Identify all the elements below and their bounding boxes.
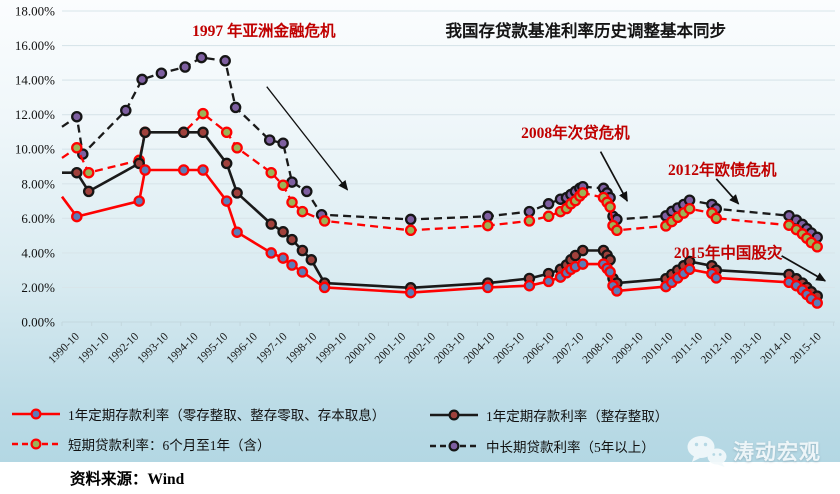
legend-item-shortterm-loan: 短期贷款利率：6个月至1年（含）	[10, 434, 271, 454]
legend-item-deposit-regular: 1年定期存款利率（整存整取）	[428, 405, 668, 425]
svg-text:4.00%: 4.00%	[21, 245, 55, 260]
arrow-2015	[781, 255, 827, 282]
svg-text:1991-10: 1991-10	[76, 330, 112, 366]
svg-text:2010-10: 2010-10	[640, 330, 676, 366]
svg-text:10.00%: 10.00%	[15, 142, 55, 157]
arrow-2012	[715, 178, 740, 205]
svg-text:2009-10: 2009-10	[610, 330, 646, 366]
crisis-2012: 2012年欧债危机	[668, 160, 777, 179]
svg-text:2003-10: 2003-10	[432, 330, 468, 366]
legend-label: 中长期贷款利率（5年以上）	[486, 440, 655, 455]
svg-text:0.00%: 0.00%	[21, 315, 55, 330]
svg-text:1993-10: 1993-10	[135, 330, 171, 366]
svg-text:2001-10: 2001-10	[373, 330, 409, 366]
crisis-1997: 1997 年亚洲金融危机	[192, 21, 336, 40]
svg-text:2005-10: 2005-10	[491, 330, 527, 366]
svg-text:2004-10: 2004-10	[462, 330, 498, 366]
svg-text:2.00%: 2.00%	[21, 280, 55, 295]
series-line-3	[60, 168, 818, 305]
legend-label: 短期贷款利率：6个月至1年（含）	[68, 438, 271, 453]
svg-text:16.00%: 16.00%	[15, 38, 55, 53]
series-markers-3	[71, 164, 823, 309]
svg-text:1998-10: 1998-10	[284, 330, 320, 366]
svg-text:12.00%: 12.00%	[15, 107, 55, 122]
svg-text:1999-10: 1999-10	[313, 330, 349, 366]
svg-text:2012-10: 2012-10	[699, 330, 735, 366]
crisis-2015: 2015年中国股灾	[674, 243, 783, 262]
svg-text:14.00%: 14.00%	[15, 73, 55, 88]
svg-text:1992-10: 1992-10	[106, 330, 142, 366]
svg-text:1996-10: 1996-10	[224, 330, 260, 366]
legend-label: 1年定期存款利率（整存整取）	[486, 409, 669, 424]
svg-text:2014-10: 2014-10	[759, 330, 795, 366]
legend-item-deposit-lingcun: 1年定期存款利率（零存整取、整存零取、存本取息）	[10, 404, 385, 424]
y-gridlines	[62, 10, 835, 323]
rates-line-chart: 0.00% 2.00% 4.00% 6.00% 8.00% 10.00% 12.00% 14.…	[15, 4, 835, 366]
svg-text:2000-10: 2000-10	[343, 330, 379, 366]
svg-text:2002-10: 2002-10	[402, 330, 438, 366]
svg-text:2015-10: 2015-10	[788, 330, 824, 366]
arrow-1997	[266, 86, 349, 191]
legend-sample-deposit-lingcun	[12, 408, 60, 420]
watermark: 涛动宏观	[686, 434, 821, 468]
svg-text:18.00%: 18.00%	[15, 4, 55, 19]
svg-text:1990-10: 1990-10	[46, 330, 82, 366]
legend-sample-longterm-loan	[430, 440, 478, 452]
svg-text:8.00%: 8.00%	[21, 176, 55, 191]
svg-text:2006-10: 2006-10	[521, 330, 557, 366]
svg-text:2013-10: 2013-10	[729, 330, 765, 366]
svg-text:2011-10: 2011-10	[670, 330, 705, 365]
series-line-0	[61, 56, 818, 239]
y-axis-labels: 0.00% 2.00% 4.00% 6.00% 8.00% 10.00% 12.00% 14.…	[15, 4, 55, 330]
legend-label: 1年定期存款利率（零存整取、整存零取、存本取息）	[68, 408, 386, 423]
svg-text:6.00%: 6.00%	[21, 211, 55, 226]
svg-text:1994-10: 1994-10	[165, 330, 201, 366]
x-axis-ticks	[61, 322, 835, 326]
legend-sample-shortterm-loan	[12, 438, 60, 450]
svg-text:2008-10: 2008-10	[580, 330, 616, 366]
watermark-text: 涛动宏观	[733, 441, 821, 464]
crisis-2008: 2008年次贷危机	[521, 123, 630, 142]
source-note: 资料来源：Wind	[70, 471, 185, 488]
svg-text:1995-10: 1995-10	[195, 330, 231, 366]
svg-text:1997-10: 1997-10	[254, 330, 290, 366]
x-axis-labels: 1990-101991-101992-101993-101994-101995-…	[46, 330, 824, 366]
svg-text:2007-10: 2007-10	[551, 330, 587, 366]
legend-item-longterm-loan: 中长期贷款利率（5年以上）	[428, 436, 655, 456]
legend-sample-deposit-regular	[430, 409, 478, 421]
arrow-2008	[599, 151, 629, 202]
wechat-icon	[687, 436, 727, 467]
chart-title: 我国存贷款基准利率历史调整基本同步	[445, 21, 726, 41]
